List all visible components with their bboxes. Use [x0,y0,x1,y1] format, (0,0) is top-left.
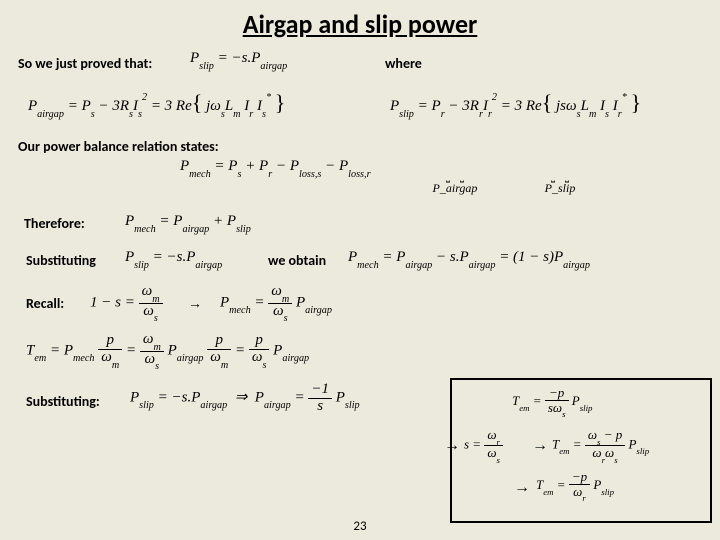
slide: Airgap and slip power So we just proved … [0,0,720,540]
box-eq2l: s = ωrωs [464,428,503,463]
eq-sub-r: Pmech = Pairgap − s.Pairgap = (1 − s)Pai… [348,249,590,268]
eq-sub-l: Pslip = −s.Pairgap [125,249,222,268]
text-where: where [385,55,422,72]
text-substituting-1: Substituting [26,252,96,269]
page-number: 23 [0,519,720,534]
eq-sub2: Pslip = −s.Pairgap ⇒ Pairgap = −1s Pslip [130,382,360,415]
arrow-2: → [444,436,460,455]
result-box: Tem = −psωs Pslip → s = ωrωs → Tem = ωs … [450,378,712,523]
text-therefore: Therefore: [24,215,85,232]
text-we-obtain: we obtain [268,252,326,269]
eq-balance: Pmech = Ps + Pr − Ploss,s − Ploss,r [180,158,371,177]
eq-tem: Tem = Pmech pωm = ωmωs Pairgap pωm = pωs… [26,332,309,370]
box-eq2r: Tem = ωs − pωrωs Pslip [552,428,649,463]
text-substituting-2: Substituting: [26,393,100,410]
eq-slip-def: Pslip = −s.Pairgap [190,50,287,69]
slide-title: Airgap and slip power [0,8,720,40]
box-eq1: Tem = −psωs Pslip [512,386,592,418]
underbrace-airgap: ⎵ ⎵ P_airgap [405,175,505,196]
text-recall: Recall: [26,295,64,312]
eq-therefore: Pmech = Pairgap + Pslip [125,213,251,232]
eq-recall-l: 1 − s = ωmωs [90,284,163,322]
underbrace-slip: ⎵ ⎵ P_slip [510,175,610,196]
arrow-4: → [514,478,530,497]
eq-slip-full: Pslip = Pr − 3RrIr2 = 3 Re{ jsωsLm Is Ir… [390,90,641,117]
eq-airgap-full: Pairgap = Ps − 3RsIs2 = 3 Re{ jωsLm Ir I… [28,90,285,117]
arrow-3: → [532,436,548,455]
arrow-1: → [188,295,202,312]
text-so-we-proved: So we just proved that: [18,55,152,72]
box-eq3: Tem = −pωr Pslip [536,470,614,502]
eq-recall-r: Pmech = ωmωs Pairgap [220,284,332,322]
text-power-balance: Our power balance relation states: [18,138,219,155]
